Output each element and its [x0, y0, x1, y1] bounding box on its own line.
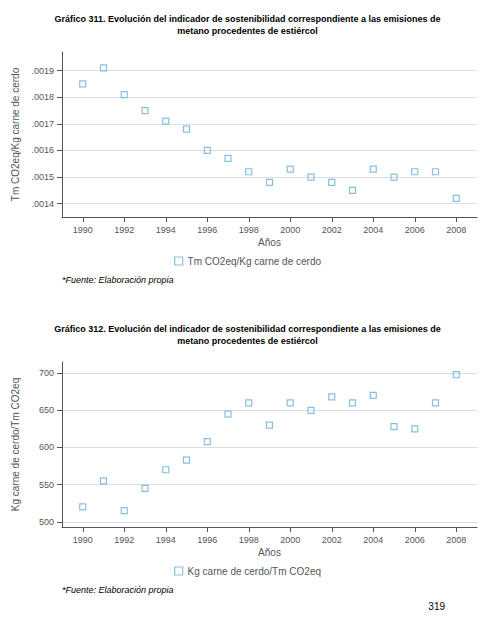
svg-text:1998: 1998: [239, 535, 259, 545]
svg-text:500: 500: [39, 517, 54, 527]
svg-text:2004: 2004: [363, 535, 383, 545]
svg-text:2002: 2002: [322, 535, 342, 545]
svg-text:1994: 1994: [156, 535, 176, 545]
svg-text:Kg carne de cerdo/Tm CO2eq: Kg carne de cerdo/Tm CO2eq: [188, 566, 321, 577]
svg-text:Tm CO2eq/Kg carne de cerdo: Tm CO2eq/Kg carne de cerdo: [10, 67, 21, 201]
svg-text:550: 550: [39, 480, 54, 490]
svg-text:1990: 1990: [73, 225, 93, 235]
svg-text:2006: 2006: [405, 535, 425, 545]
svg-text:*Fuente: Elaboración propia: *Fuente: Elaboración propia: [62, 585, 174, 595]
svg-text:*Fuente: Elaboración propia: *Fuente: Elaboración propia: [62, 275, 174, 285]
svg-text:1998: 1998: [239, 225, 259, 235]
svg-text:Gráfico 311. Evolución del ind: Gráfico 311. Evolución del indicador de …: [54, 14, 440, 24]
svg-text:Años: Años: [258, 237, 281, 248]
svg-text:2000: 2000: [280, 225, 300, 235]
svg-text:1996: 1996: [197, 535, 217, 545]
svg-text:.0016: .0016: [31, 145, 54, 155]
svg-text:1990: 1990: [73, 535, 93, 545]
svg-text:2008: 2008: [446, 535, 466, 545]
svg-text:2006: 2006: [405, 225, 425, 235]
svg-text:2002: 2002: [322, 225, 342, 235]
svg-text:2004: 2004: [363, 225, 383, 235]
svg-text:.0014: .0014: [31, 199, 54, 209]
svg-text:2000: 2000: [280, 535, 300, 545]
svg-text:Tm CO2eq/Kg carne de cerdo: Tm CO2eq/Kg carne de cerdo: [188, 256, 322, 267]
svg-text:metano procedentes de estiérco: metano procedentes de estiércol: [177, 336, 318, 346]
svg-text:700: 700: [39, 368, 54, 378]
svg-text:metano procedentes de estiérco: metano procedentes de estiércol: [177, 26, 318, 36]
svg-text:319: 319: [428, 601, 445, 612]
svg-text:Años: Años: [258, 547, 281, 558]
svg-text:.0017: .0017: [31, 119, 54, 129]
svg-text:1992: 1992: [114, 535, 134, 545]
svg-text:600: 600: [39, 442, 54, 452]
svg-text:.0019: .0019: [31, 66, 54, 76]
svg-text:1992: 1992: [114, 225, 134, 235]
svg-text:650: 650: [39, 405, 54, 415]
svg-text:Kg carne de cerdo/Tm CO2eq: Kg carne de cerdo/Tm CO2eq: [10, 378, 21, 511]
svg-text:.0015: .0015: [31, 172, 54, 182]
svg-text:1994: 1994: [156, 225, 176, 235]
svg-text:Gráfico 312. Evolución del ind: Gráfico 312. Evolución del indicador de …: [54, 324, 441, 334]
svg-text:2008: 2008: [446, 225, 466, 235]
svg-text:1996: 1996: [197, 225, 217, 235]
svg-text:.0018: .0018: [31, 92, 54, 102]
